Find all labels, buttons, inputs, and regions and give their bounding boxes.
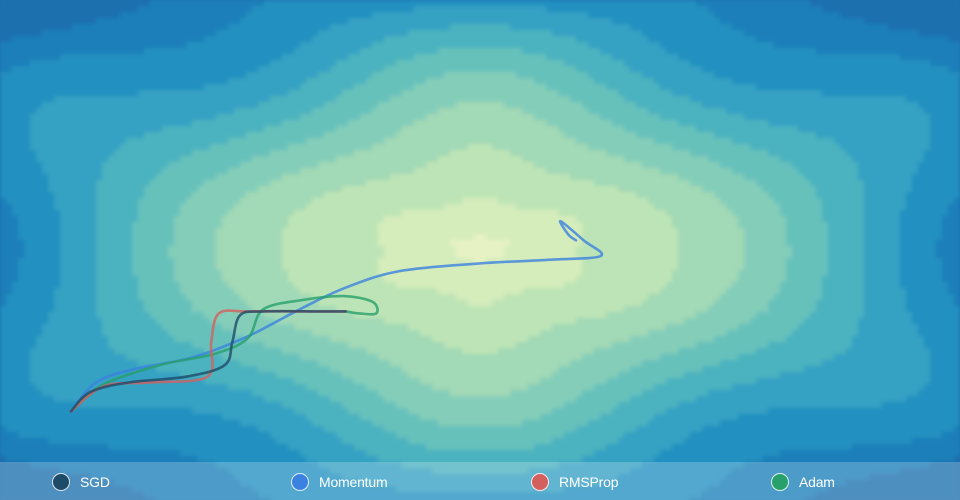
trajectory-adam <box>69 294 379 413</box>
contour-band-1 <box>450 234 510 264</box>
contour-band-5 <box>168 72 792 426</box>
legend-item-rmsprop[interactable]: RMSProp <box>531 471 618 493</box>
legend-label-momentum: Momentum <box>319 474 388 490</box>
legend-swatch-momentum <box>291 473 309 491</box>
legend-item-sgd[interactable]: SGD <box>52 471 110 493</box>
legend-label-rmsprop: RMSProp <box>559 474 619 490</box>
legend-label-adam: Adam <box>799 474 835 490</box>
legend: SGD Momentum RMSProp Adam <box>0 462 960 500</box>
legend-swatch-rmsprop <box>531 473 549 491</box>
trajectory-layer <box>69 219 604 413</box>
contour-band-2 <box>378 198 582 306</box>
trajectory-sgd <box>69 309 347 413</box>
legend-swatch-adam <box>771 473 789 491</box>
legend-item-momentum[interactable]: Momentum <box>291 471 388 493</box>
legend-item-adam[interactable]: Adam <box>771 471 835 493</box>
trajectory-momentum <box>69 219 604 413</box>
legend-swatch-sgd <box>52 473 70 491</box>
contour-band-3 <box>282 144 678 354</box>
legend-label-sgd: SGD <box>80 474 110 490</box>
contour-band-4 <box>216 102 744 396</box>
